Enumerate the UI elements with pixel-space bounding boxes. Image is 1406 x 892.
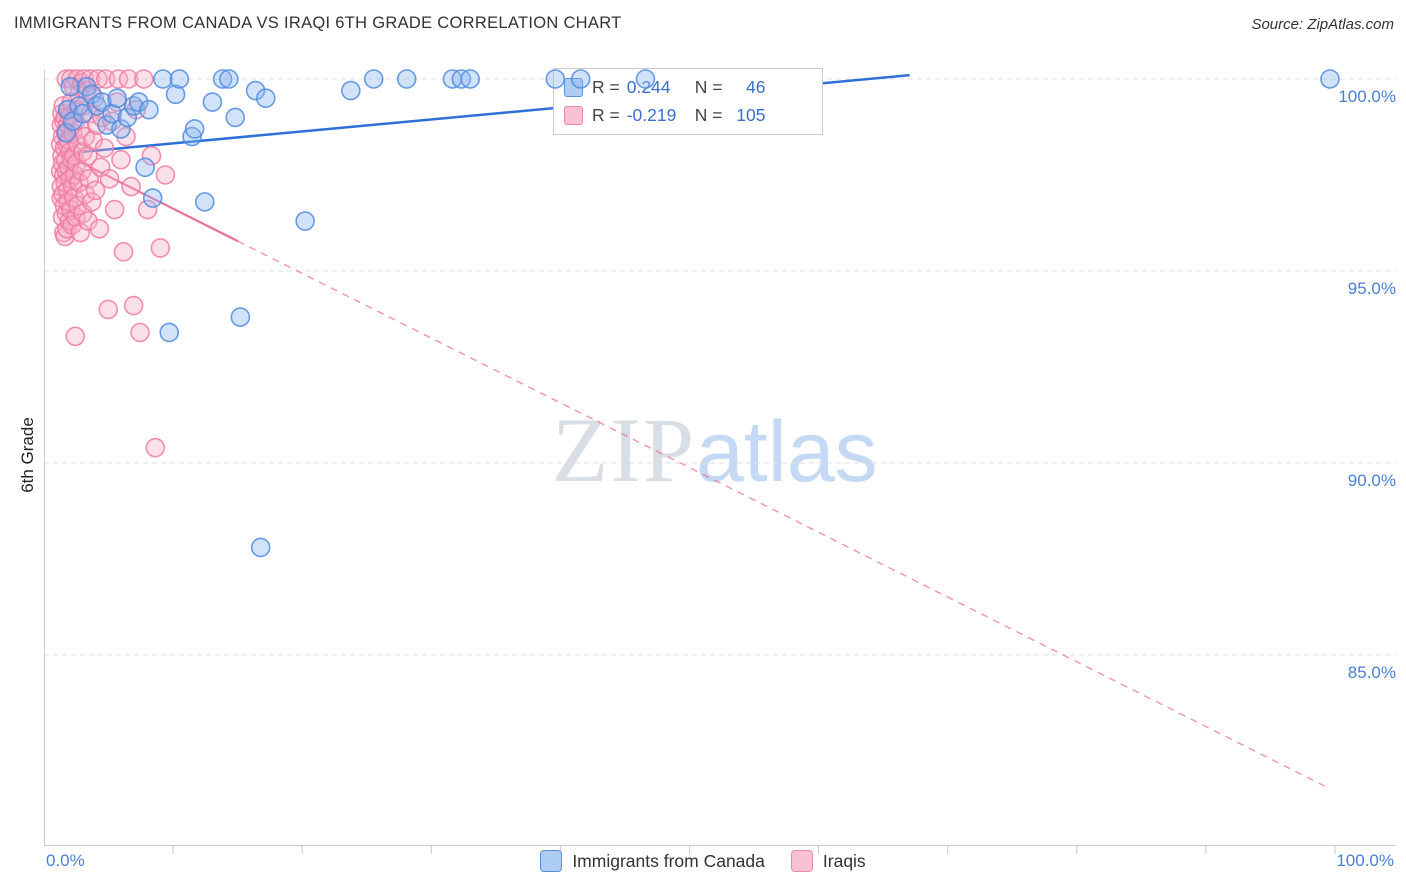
watermark: ZIPatlas xyxy=(552,404,878,496)
correlation-stats-box: R = 0.244 N = 46 R = -0.219 N = 105 xyxy=(553,68,823,135)
x-axis-max-label: 100.0% xyxy=(1336,851,1394,870)
x-axis-min-label: 0.0% xyxy=(46,851,85,870)
n-label: N = xyxy=(694,77,723,97)
y-tick-90: 90.0% xyxy=(1347,471,1396,490)
y-tick-85: 85.0% xyxy=(1347,663,1396,682)
y-axis-title: 6th Grade xyxy=(18,417,37,493)
y-tick-95: 95.0% xyxy=(1347,279,1396,298)
r-value-canada: 0.244 xyxy=(626,77,671,97)
legend-item-iraqis: Iraqis xyxy=(790,850,866,872)
iraqis-legend-swatch-icon xyxy=(790,850,813,872)
page-title: IMMIGRANTS FROM CANADA VS IRAQI 6TH GRAD… xyxy=(14,14,622,32)
n-value-canada: 46 xyxy=(746,77,766,97)
watermark-zip: ZIP xyxy=(552,399,696,501)
correlation-row-canada: R = 0.244 N = 46 xyxy=(564,74,812,101)
chart-legend: Immigrants from Canada Iraqis xyxy=(0,850,1406,872)
r-value-iraqis: -0.219 xyxy=(626,105,677,125)
y-tick-100: 100.0% xyxy=(1338,87,1396,106)
legend-label-canada: Immigrants from Canada xyxy=(572,850,765,871)
r-label: R = xyxy=(592,105,620,125)
source-attribution: Source: ZipAtlas.com xyxy=(1251,16,1394,33)
canada-swatch-icon xyxy=(564,78,583,97)
legend-item-canada: Immigrants from Canada xyxy=(540,850,765,872)
watermark-atlas: atlas xyxy=(696,404,878,500)
canada-legend-swatch-icon xyxy=(540,850,563,872)
n-label: N = xyxy=(694,105,723,125)
r-label: R = xyxy=(592,77,620,97)
n-value-iraqis: 105 xyxy=(736,105,766,125)
iraqis-swatch-icon xyxy=(564,106,583,125)
legend-label-iraqis: Iraqis xyxy=(822,850,866,871)
correlation-row-iraqis: R = -0.219 N = 105 xyxy=(564,102,812,129)
